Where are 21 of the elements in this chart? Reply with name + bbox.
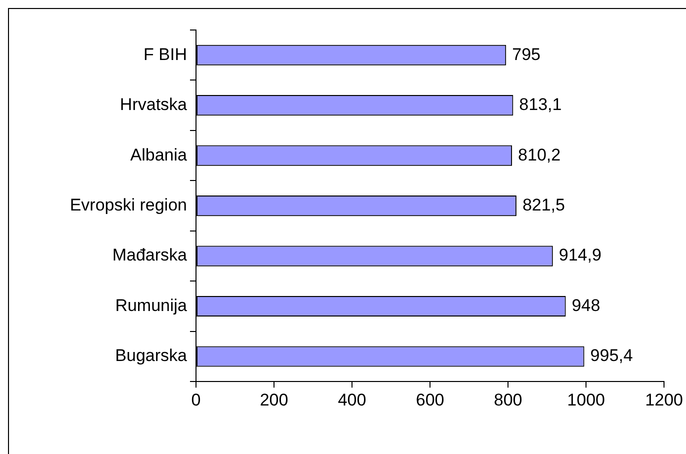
x-tick-label: 1200: [645, 390, 684, 410]
x-tick-label: 1000: [567, 390, 605, 410]
y-tick-label: Bugarska: [115, 346, 188, 366]
y-tick-label: Mađarska: [112, 246, 188, 265]
data-label: 813,1: [519, 95, 562, 114]
y-tick-label: Hrvatska: [120, 95, 188, 114]
y-tick-label: Albania: [130, 145, 188, 164]
y-tick-label: Rumunija: [115, 296, 188, 315]
data-label: 795: [512, 44, 540, 64]
x-tick-label: 800: [494, 390, 522, 410]
x-tick-label: 0: [191, 390, 201, 410]
y-tick-label: F BIH: [144, 44, 187, 64]
data-label: 995,4: [590, 346, 633, 366]
y-tick-label: Evropski region: [70, 195, 187, 214]
data-label: 948: [572, 296, 600, 315]
data-label: 914,9: [558, 246, 602, 265]
x-tick-label: 600: [416, 390, 444, 410]
data-label: 821,5: [522, 195, 565, 214]
data-label: 810,2: [518, 145, 561, 164]
x-tick-label: 200: [260, 390, 288, 410]
x-tick-label: 400: [338, 390, 366, 410]
